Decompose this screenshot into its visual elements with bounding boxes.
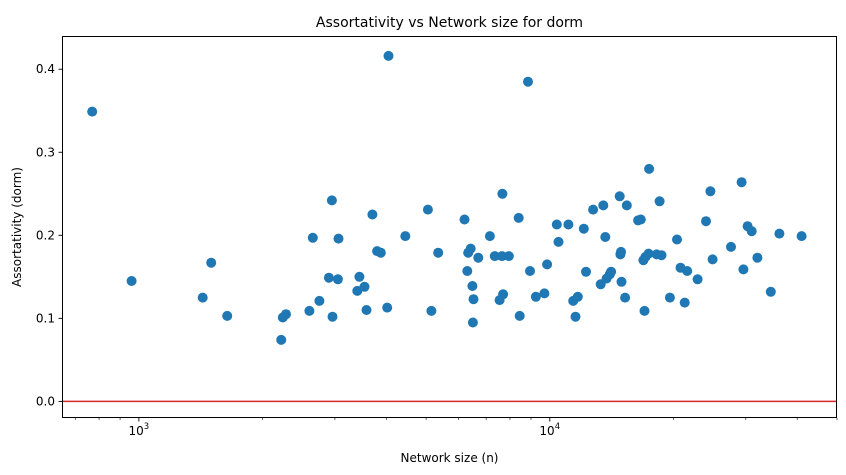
data-point — [513, 212, 524, 223]
data-point — [664, 292, 675, 303]
y-tick-label: 0.1 — [36, 311, 55, 325]
x-axis-label: Network size (n) — [401, 451, 499, 465]
data-point — [765, 286, 776, 297]
data-point — [588, 204, 599, 215]
data-point — [635, 214, 646, 225]
data-point — [359, 281, 370, 292]
data-point — [682, 266, 693, 276]
x-tick-label: 104 — [539, 422, 560, 438]
data-point — [503, 251, 514, 262]
x-axis-ticks: 103 104 — [74, 418, 838, 438]
data-point — [570, 311, 581, 322]
data-point — [525, 266, 535, 276]
data-point — [87, 106, 98, 117]
data-point — [281, 309, 291, 320]
data-point — [614, 191, 625, 202]
data-point — [654, 196, 665, 207]
y-tick-label: 0.3 — [36, 145, 55, 159]
data-point — [639, 305, 650, 316]
data-point — [333, 233, 344, 244]
data-point — [459, 214, 470, 225]
data-point — [426, 305, 437, 316]
data-point — [467, 317, 478, 328]
data-point — [656, 250, 667, 261]
data-point — [361, 305, 372, 315]
data-point — [126, 276, 137, 286]
data-point — [774, 228, 785, 239]
data-point — [553, 236, 564, 247]
data-point — [326, 195, 337, 206]
data-point — [497, 188, 508, 199]
data-point — [465, 243, 476, 254]
data-point — [616, 276, 627, 287]
y-axis-label: Assortativity (dorm) — [10, 167, 24, 287]
data-point — [530, 291, 541, 302]
data-point — [489, 251, 500, 262]
data-point — [707, 254, 718, 265]
data-point — [736, 177, 747, 188]
data-point — [332, 274, 343, 285]
plot-area — [62, 36, 837, 418]
data-point — [400, 231, 411, 242]
data-point — [523, 76, 533, 87]
data-point — [276, 334, 287, 345]
data-point — [514, 310, 525, 321]
data-point — [307, 232, 318, 243]
data-point — [422, 204, 433, 215]
data-point — [578, 223, 589, 234]
data-point — [644, 163, 655, 174]
plot-frame — [62, 36, 837, 418]
data-point — [542, 259, 553, 270]
data-point — [620, 292, 631, 303]
data-point — [539, 288, 550, 299]
data-point — [643, 248, 654, 259]
data-point — [738, 264, 749, 275]
data-point — [382, 302, 393, 313]
data-point — [433, 247, 444, 258]
data-point — [222, 310, 233, 321]
data-point — [563, 219, 574, 230]
data-point — [705, 186, 716, 197]
data-point — [206, 257, 217, 268]
y-tick-label: 0.2 — [36, 228, 55, 242]
data-point — [462, 266, 473, 276]
data-point — [621, 200, 632, 211]
data-point — [484, 231, 495, 242]
y-axis-ticks: 0.0 0.1 0.2 0.3 0.4 — [36, 62, 62, 408]
data-points — [87, 50, 807, 345]
data-point — [327, 311, 338, 322]
data-point — [367, 209, 378, 220]
data-point — [323, 272, 334, 283]
data-point — [197, 292, 208, 303]
data-point — [600, 232, 611, 242]
data-point — [467, 281, 478, 291]
data-point — [606, 266, 617, 277]
data-point — [581, 266, 591, 277]
data-point — [746, 226, 757, 237]
data-point — [572, 291, 583, 302]
data-point — [598, 200, 609, 211]
data-point — [468, 294, 479, 305]
data-point — [314, 295, 325, 306]
data-point — [498, 289, 509, 300]
data-point — [752, 252, 763, 263]
data-point — [692, 274, 703, 285]
data-point — [473, 252, 484, 263]
data-point — [796, 231, 807, 242]
chart-title: Assortativity vs Network size for dorm — [316, 15, 583, 31]
data-point — [304, 305, 315, 316]
data-point — [701, 216, 711, 227]
data-point — [679, 297, 690, 308]
data-point — [375, 247, 386, 258]
data-point — [726, 241, 736, 252]
y-tick-label: 0.0 — [36, 394, 55, 408]
data-point — [383, 50, 394, 61]
data-point — [551, 219, 562, 230]
data-point — [616, 246, 626, 257]
x-tick-label: 103 — [129, 422, 150, 438]
data-point — [672, 234, 682, 245]
y-tick-label: 0.4 — [36, 62, 55, 76]
data-point — [354, 271, 365, 282]
